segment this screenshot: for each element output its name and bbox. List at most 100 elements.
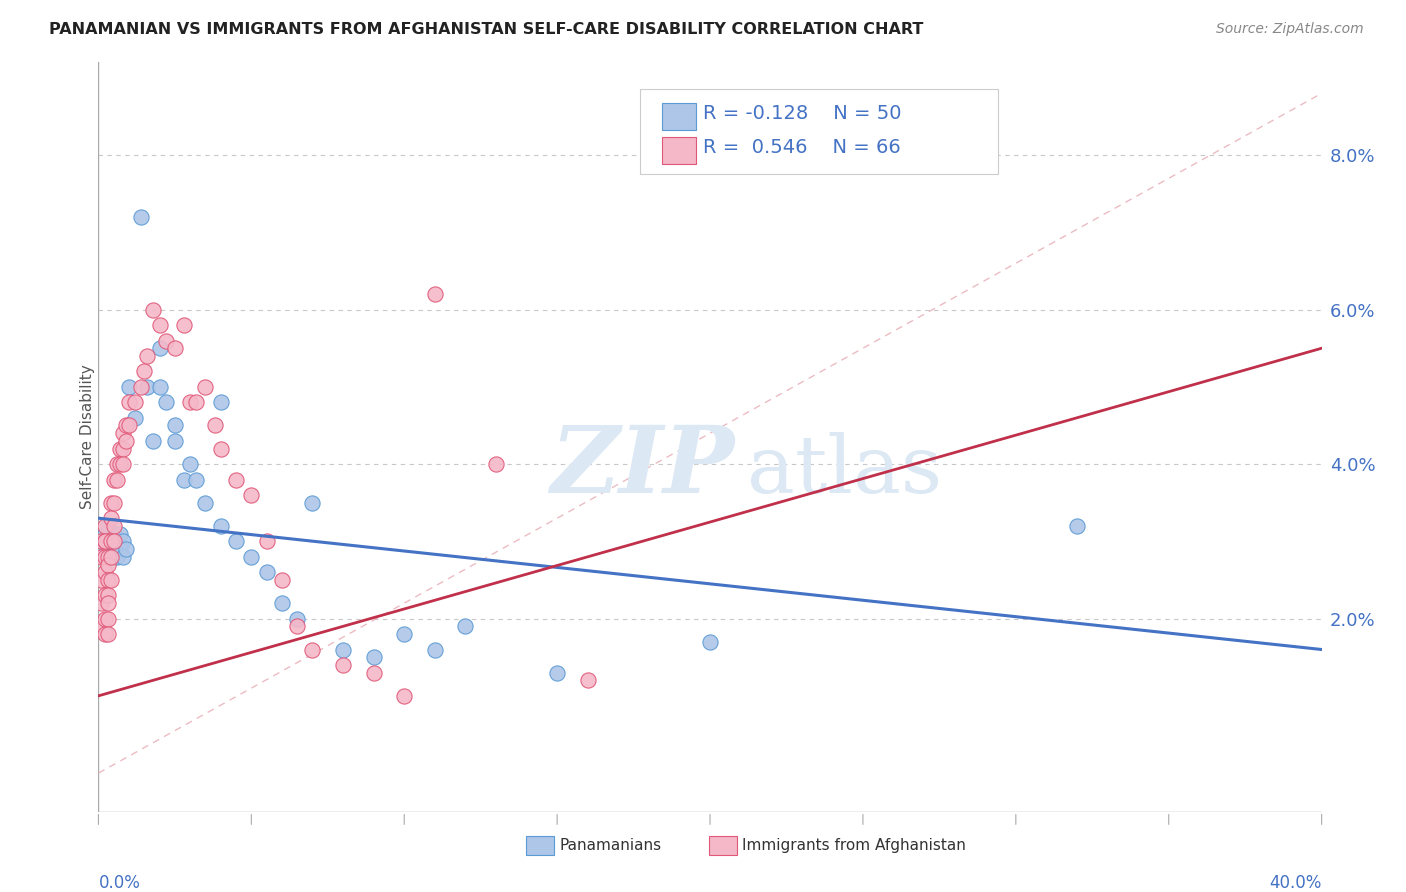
Point bbox=[392, 627, 416, 641]
Point bbox=[118, 395, 141, 409]
Point bbox=[136, 380, 159, 394]
Point bbox=[100, 549, 122, 564]
Point bbox=[149, 380, 172, 394]
Point bbox=[97, 519, 120, 533]
Point bbox=[111, 442, 134, 456]
Point bbox=[97, 549, 120, 564]
Point bbox=[115, 418, 138, 433]
Point bbox=[173, 473, 195, 487]
Text: R = -0.128    N = 50: R = -0.128 N = 50 bbox=[703, 103, 901, 123]
Point bbox=[93, 526, 115, 541]
Point bbox=[105, 534, 128, 549]
Point bbox=[108, 542, 131, 557]
Point bbox=[240, 488, 263, 502]
Point bbox=[108, 457, 131, 471]
Point bbox=[108, 442, 131, 456]
Point bbox=[392, 689, 416, 703]
Point bbox=[97, 589, 120, 603]
Point bbox=[363, 650, 385, 665]
Point bbox=[103, 526, 125, 541]
Point bbox=[186, 473, 208, 487]
Point bbox=[363, 665, 385, 680]
Point bbox=[103, 496, 125, 510]
Point bbox=[93, 534, 115, 549]
Point bbox=[124, 410, 146, 425]
Point bbox=[163, 341, 186, 355]
Text: atlas: atlas bbox=[747, 432, 942, 510]
Point bbox=[103, 534, 125, 549]
Point bbox=[194, 496, 217, 510]
Point bbox=[155, 334, 177, 348]
Point bbox=[100, 496, 122, 510]
Point bbox=[576, 673, 599, 688]
Point bbox=[173, 318, 195, 332]
Point bbox=[93, 534, 115, 549]
Point bbox=[97, 573, 120, 587]
Point bbox=[118, 418, 141, 433]
Point bbox=[90, 534, 112, 549]
Point bbox=[134, 364, 156, 378]
Point bbox=[285, 612, 308, 626]
Point bbox=[103, 534, 125, 549]
Point bbox=[97, 542, 120, 557]
Point bbox=[93, 549, 115, 564]
Point bbox=[100, 534, 122, 549]
Point bbox=[301, 496, 323, 510]
Point bbox=[209, 442, 232, 456]
Point bbox=[90, 549, 112, 564]
Text: Source: ZipAtlas.com: Source: ZipAtlas.com bbox=[1216, 22, 1364, 37]
Point bbox=[97, 627, 120, 641]
Point bbox=[100, 534, 122, 549]
Point bbox=[454, 619, 477, 633]
Point bbox=[423, 287, 446, 301]
Point bbox=[256, 534, 278, 549]
Point bbox=[163, 418, 186, 433]
Point bbox=[163, 434, 186, 448]
Point bbox=[90, 542, 112, 557]
Point bbox=[93, 519, 115, 533]
Point bbox=[240, 549, 263, 564]
Text: R =  0.546    N = 66: R = 0.546 N = 66 bbox=[703, 137, 901, 157]
Point bbox=[100, 511, 122, 525]
Point bbox=[179, 457, 201, 471]
Point bbox=[136, 349, 159, 363]
Point bbox=[115, 542, 138, 557]
Point bbox=[111, 534, 134, 549]
Point bbox=[186, 395, 208, 409]
Point bbox=[142, 434, 165, 448]
Point bbox=[485, 457, 508, 471]
Point bbox=[118, 380, 141, 394]
Y-axis label: Self-Care Disability: Self-Care Disability bbox=[80, 365, 94, 509]
Point bbox=[97, 612, 120, 626]
Point bbox=[103, 549, 125, 564]
Point bbox=[142, 302, 165, 317]
Point bbox=[97, 596, 120, 610]
Point bbox=[90, 534, 112, 549]
Point bbox=[149, 341, 172, 355]
Point bbox=[93, 566, 115, 580]
Point bbox=[332, 657, 354, 672]
Point bbox=[129, 210, 152, 224]
Point bbox=[97, 558, 120, 572]
Text: Panamanians: Panamanians bbox=[560, 838, 662, 853]
Point bbox=[301, 642, 323, 657]
Point bbox=[1066, 519, 1088, 533]
Point bbox=[270, 573, 292, 587]
Point bbox=[179, 395, 201, 409]
Point bbox=[209, 395, 232, 409]
Point bbox=[93, 627, 115, 641]
Point bbox=[423, 642, 446, 657]
Point bbox=[105, 457, 128, 471]
Point bbox=[270, 596, 292, 610]
Point bbox=[149, 318, 172, 332]
Point bbox=[194, 380, 217, 394]
Point bbox=[225, 473, 247, 487]
Point bbox=[209, 519, 232, 533]
Text: Immigrants from Afghanistan: Immigrants from Afghanistan bbox=[742, 838, 966, 853]
Point bbox=[97, 534, 120, 549]
Point bbox=[105, 549, 128, 564]
Point bbox=[105, 473, 128, 487]
Point bbox=[90, 619, 112, 633]
Point bbox=[204, 418, 226, 433]
Point bbox=[256, 566, 278, 580]
